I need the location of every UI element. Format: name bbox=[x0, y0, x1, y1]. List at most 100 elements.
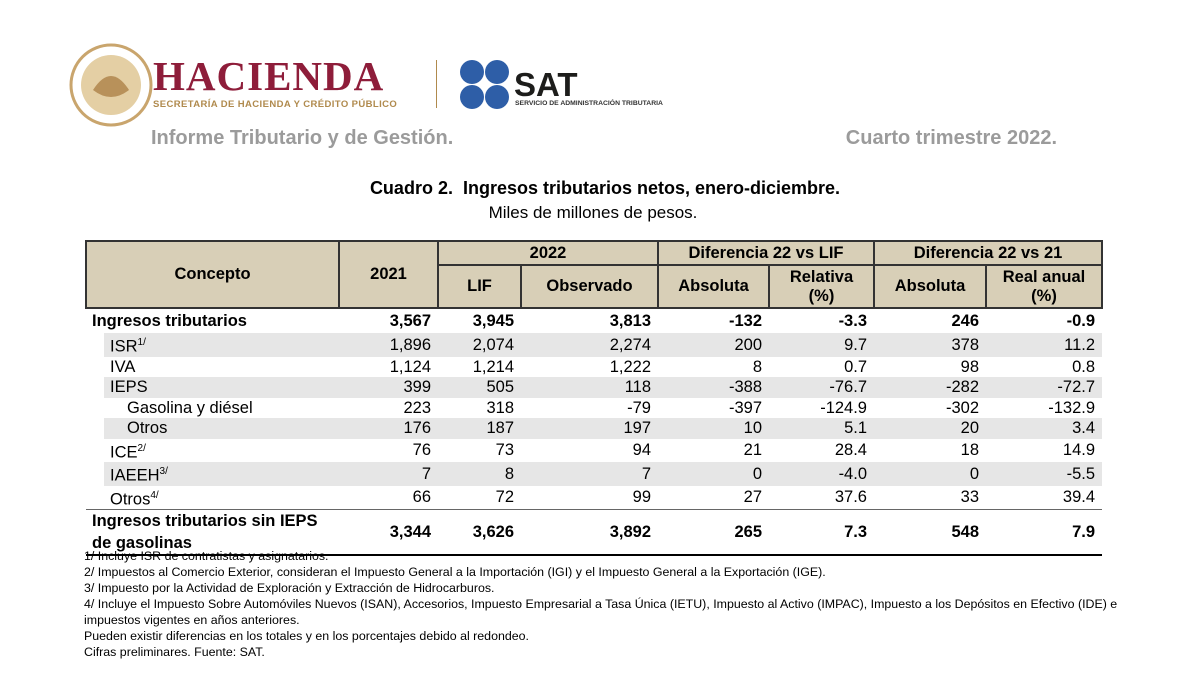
cell: 3,626 bbox=[438, 509, 521, 556]
cell: 3,344 bbox=[339, 509, 438, 556]
col-group-header: Diferencia 22 vs 21 bbox=[872, 240, 1104, 266]
footnote: 3/ Impuesto por la Actividad de Explorac… bbox=[84, 581, 495, 595]
cell: -397 bbox=[728, 398, 762, 417]
cell: 20 bbox=[874, 418, 986, 439]
cell: 197 bbox=[521, 418, 658, 439]
col-header: Absoluta bbox=[657, 264, 770, 309]
cell: 3,813 bbox=[609, 312, 651, 330]
label-text: Ingresos tributarios bbox=[92, 312, 247, 330]
footnotes: 1/ Incluye ISR de contratistas y asignat… bbox=[84, 548, 1154, 660]
col-header: Concepto bbox=[85, 240, 340, 309]
cell: 8 bbox=[438, 462, 521, 486]
table-row: IEPS 399 505 118 -388 -76.7 -282 -72.7 bbox=[86, 377, 1103, 398]
col-group-header: 2022 bbox=[437, 240, 659, 266]
report-name: Informe Tributario y de Gestión. bbox=[151, 127, 454, 149]
cell: 7 bbox=[339, 462, 438, 486]
cell: 99 bbox=[632, 488, 651, 507]
emblem bbox=[69, 43, 153, 127]
cell: 187 bbox=[438, 418, 521, 439]
cell: -132.9 bbox=[1048, 398, 1096, 417]
data-table: Concepto 2021 2022 Diferencia 22 vs LIF … bbox=[85, 240, 1104, 556]
cell: 76 bbox=[412, 441, 431, 460]
row-label: ISR1/ bbox=[86, 333, 339, 357]
table-subtitle: Miles de millones de pesos. bbox=[488, 203, 698, 222]
row-label: Otros bbox=[86, 418, 339, 439]
cell: 3,945 bbox=[472, 312, 514, 330]
cell: 548 bbox=[874, 509, 986, 556]
divider bbox=[436, 60, 437, 108]
row-label: Ingresos tributarios sin IEPS de gasolin… bbox=[86, 509, 339, 556]
cell: 2,274 bbox=[521, 333, 658, 357]
cell: -5.5 bbox=[986, 462, 1103, 486]
footnote: 4/ Incluye el Impuesto Sobre Automóviles… bbox=[84, 597, 1118, 627]
cell: 11.2 bbox=[986, 333, 1103, 357]
brand: HACIENDA bbox=[153, 53, 385, 99]
table-row: ICE2/76 73 94 21 28.4 18 14.9 bbox=[86, 439, 1102, 463]
cell: 1,214 bbox=[472, 357, 514, 376]
cell: 0.8 bbox=[1072, 357, 1096, 376]
cell: 3,567 bbox=[389, 312, 431, 330]
row-label: Gasolina y diésel bbox=[86, 398, 339, 419]
sat-logo bbox=[460, 60, 509, 109]
col-header: Observado bbox=[520, 264, 659, 309]
cell: -302 bbox=[945, 398, 979, 417]
cell: 246 bbox=[951, 312, 979, 330]
cell: 200 bbox=[658, 333, 769, 357]
col-header: 2021 bbox=[338, 240, 439, 309]
row-label: Otros4/ bbox=[86, 486, 339, 510]
table-body: Ingresos tributarios 3,567 3,945 3,813 -132 -… bbox=[86, 308, 1103, 556]
row-label: ICE2/ bbox=[86, 439, 339, 463]
label: Real anual bbox=[1002, 267, 1086, 286]
label-text: ISR bbox=[110, 337, 138, 356]
cell: 505 bbox=[438, 377, 521, 398]
cell: 3.4 bbox=[986, 418, 1103, 439]
cell: 7.9 bbox=[986, 509, 1103, 556]
cell: -4.0 bbox=[769, 462, 874, 486]
col-header: LIF bbox=[437, 264, 522, 309]
cell: 176 bbox=[339, 418, 438, 439]
label-text: Otros bbox=[110, 490, 151, 508]
cell: 0.7 bbox=[844, 357, 867, 376]
cell: 318 bbox=[486, 398, 514, 417]
cell: 18 bbox=[960, 441, 979, 460]
cell: 66 bbox=[412, 488, 431, 507]
unit: (%) bbox=[808, 286, 835, 305]
col-header: Relativa (%) bbox=[768, 264, 875, 309]
row-label: IVA bbox=[86, 357, 339, 378]
table-row: IVA 1,124 1,214 1,222 8 0.7 98 0.8 bbox=[86, 357, 1102, 378]
cell: 399 bbox=[339, 377, 438, 398]
cell: 14.9 bbox=[1062, 441, 1096, 460]
cell: 9.7 bbox=[769, 333, 874, 357]
label: Relativa bbox=[789, 267, 854, 286]
footnote-ref: 2/ bbox=[137, 442, 146, 454]
cell: 1,124 bbox=[389, 357, 431, 376]
cell: 94 bbox=[632, 441, 651, 460]
cell: 27 bbox=[743, 488, 762, 507]
cell: 37.6 bbox=[834, 488, 867, 507]
cell: -79 bbox=[627, 398, 651, 417]
table-row: Ingresos tributarios 3,567 3,945 3,813 -132 -… bbox=[86, 308, 1102, 333]
row-label: IAEEH3/ bbox=[86, 462, 339, 486]
sat-subtitle: SERVICIO DE ADMINISTRACIÓN TRIBUTARIA bbox=[515, 100, 663, 107]
footnote: 1/ Incluye ISR de contratistas y asignat… bbox=[84, 549, 329, 563]
cell: -388 bbox=[658, 377, 769, 398]
label-text: Otros bbox=[127, 419, 168, 438]
table-title: Cuadro 2. Ingresos tributarios netos, en… bbox=[369, 178, 841, 198]
cell: 98 bbox=[960, 357, 979, 376]
label-text: Ingresos tributarios sin IEPS de gasolin… bbox=[92, 512, 318, 552]
col-group-header: Diferencia 22 vs LIF bbox=[657, 240, 875, 266]
cell: 1,222 bbox=[609, 357, 651, 376]
cell: 73 bbox=[495, 441, 514, 460]
table-row: IAEEH3/7 8 7 0 -4.0 0 -5.5 bbox=[86, 462, 1103, 486]
cell: 10 bbox=[658, 418, 769, 439]
unit: (%) bbox=[1031, 286, 1057, 305]
cell: -76.7 bbox=[769, 377, 874, 398]
cell: 28.4 bbox=[834, 441, 867, 460]
label-text: Gasolina y diésel bbox=[127, 398, 253, 417]
cell: 8 bbox=[752, 357, 762, 376]
row-label: Ingresos tributarios bbox=[86, 308, 339, 333]
col-header: Absoluta bbox=[873, 264, 987, 309]
cell: 0 bbox=[658, 462, 769, 486]
table-row: Ingresos tributarios sin IEPS de gasolin… bbox=[86, 509, 1103, 556]
footnote-ref: 3/ bbox=[159, 466, 168, 477]
